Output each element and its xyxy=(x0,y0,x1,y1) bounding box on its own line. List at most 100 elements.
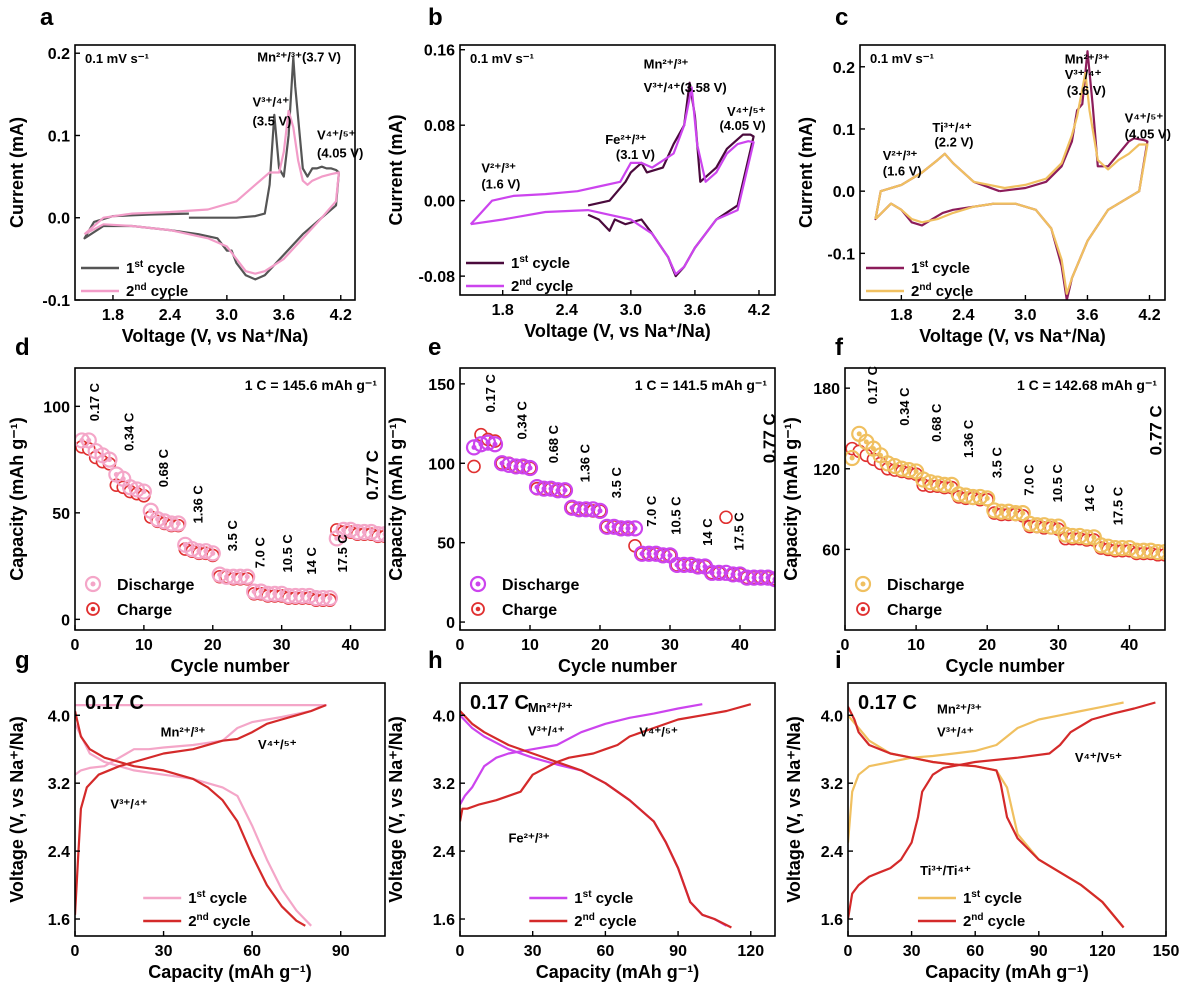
charge-point-e-36 xyxy=(719,510,733,525)
plot-frame-e xyxy=(459,367,776,631)
legend-dot-discharge-d xyxy=(90,581,96,587)
rate-label-d-4: 3.5 C xyxy=(225,520,240,552)
discharge-dot-e-13 xyxy=(562,487,568,493)
legend-label-h-0: 1st cycle xyxy=(574,889,633,907)
peak-annotation-b-4: Fe²⁺/³⁺ xyxy=(605,132,646,147)
rate-label-e-6: 10.5 C xyxy=(669,496,684,535)
discharge-dot-d-37 xyxy=(334,535,340,541)
legend-label-discharge-d: Discharge xyxy=(117,577,194,594)
x-tick-label-c-4: 4.2 xyxy=(1138,307,1160,324)
legend-label-discharge-f: Discharge xyxy=(887,577,964,594)
x-tick-label-f-1: 10 xyxy=(907,637,925,654)
discharge-point-e-18 xyxy=(591,502,609,520)
x-axis-title-a: Voltage (V, vs Na⁺/Na) xyxy=(122,326,309,346)
y-axis-title-h: Voltage (V, vs Na⁺/Na) xyxy=(386,716,406,903)
peak-annotation-b-1: V³⁺/⁴⁺(3.58 V) xyxy=(644,80,727,95)
discharge-dot-f-0 xyxy=(849,455,855,461)
legend-label-charge-d: Charge xyxy=(117,602,172,619)
panel-d: d 0.17 C 0.34 C 0.68 C 1.36 C 3.5 C 7.0 C 10.5 … xyxy=(7,334,386,676)
plot-area-a xyxy=(83,56,340,281)
discharge-dot-d-1 xyxy=(86,437,92,443)
x-tick-label-i-0: 0 xyxy=(844,943,853,960)
x-tick-label-i-1: 30 xyxy=(903,943,921,960)
rate-label-f-0: 0.17 C xyxy=(865,365,880,404)
peak-annotation-c-1: V³⁺/⁴⁺ xyxy=(1065,67,1102,82)
panel-letter-e: e xyxy=(428,334,441,361)
discharge-dot-d-19 xyxy=(210,550,216,556)
peak-annotation-b-7: (1.6 V) xyxy=(481,176,520,191)
discharge-point-d-19 xyxy=(204,545,221,562)
peak-annotation-b-6: V²⁺/³⁺ xyxy=(481,160,516,175)
x-tick-label-d-4: 40 xyxy=(342,637,360,654)
rate-label-f-6: 10.5 C xyxy=(1050,463,1065,502)
rate-label-e-1: 0.34 C xyxy=(515,401,530,440)
y-tick-label-i-1: 2.4 xyxy=(821,844,843,861)
discharge-dot-e-18 xyxy=(597,508,603,514)
peak-annotation-a-3: V⁴⁺/⁵⁺ xyxy=(317,128,356,143)
legend-label-a-0: 1st cycle xyxy=(126,259,185,277)
legend-label-i-1: 2nd cycle xyxy=(963,912,1025,930)
legend-label-i-0: 1st cycle xyxy=(963,889,1022,907)
x-tick-label-d-3: 30 xyxy=(273,637,291,654)
peak-annotation-i-1: V³⁺/⁴⁺ xyxy=(937,724,974,739)
x-tick-label-d-1: 10 xyxy=(135,637,153,654)
discharge-point-d-44 xyxy=(376,526,385,543)
rate-label-e-5: 7.0 C xyxy=(644,495,659,527)
x-tick-label-h-1: 30 xyxy=(524,943,542,960)
legend-label-g-1: 2nd cycle xyxy=(188,912,250,930)
discharge-dot-e-23 xyxy=(632,525,638,531)
legend-label-b-1: 2nd cycle xyxy=(511,277,573,295)
legend-marker-discharge-f xyxy=(854,575,872,593)
peak-annotation-h-0: Mn²⁺/³⁺ xyxy=(528,700,573,715)
y-tick-label-h-2: 3.2 xyxy=(433,776,455,793)
x-tick-label-c-2: 3.0 xyxy=(1014,307,1036,324)
peak-annotation-a-1: V³⁺/⁴⁺ xyxy=(252,95,289,110)
plot-frame-h xyxy=(459,682,776,937)
peak-annotation-c-3: Ti³⁺/⁴⁺ xyxy=(932,120,972,135)
discharge-point-d-9 xyxy=(135,483,152,500)
discharge-point-d-36 xyxy=(321,589,338,607)
x-tick-label-e-0: 0 xyxy=(456,637,465,654)
discharge-dot-f-29 xyxy=(1055,524,1061,530)
peak-annotation-b-3: (4.05 V) xyxy=(719,118,765,133)
y-tick-label-h-3: 4.0 xyxy=(433,708,455,725)
x-tick-label-h-4: 120 xyxy=(737,943,764,960)
panel-h: h 0 30 60 90 120 1.6 2.4 3.2 4.0 Capacity (mAh g⁻¹… xyxy=(386,647,776,982)
x-tick-label-e-3: 30 xyxy=(661,637,679,654)
peak-annotation-a-2: (3.5 V) xyxy=(252,114,291,129)
discharge-point-f-44 xyxy=(1156,543,1165,561)
x-axis-title-b: Voltage (V, vs Na⁺/Na) xyxy=(524,321,711,341)
y-axis-title-f: Capacity (mAh g⁻¹) xyxy=(781,417,801,581)
legend-label-charge-e: Charge xyxy=(502,602,557,619)
rate-label-d-1: 0.34 C xyxy=(122,412,137,451)
panel-e: e 0.17 C 0.34 C 0.68 C 1.36 C 3.5 C 7.0 C 10.5 … xyxy=(386,334,779,676)
x-tick-label-g-2: 60 xyxy=(243,943,261,960)
unit-note-e: 1 C = 141.5 mAh g⁻¹ xyxy=(635,377,768,393)
y-tick-label-g-2: 3.2 xyxy=(48,776,70,793)
x-tick-label-g-3: 90 xyxy=(332,943,350,960)
y-tick-label-b-3: 0.16 xyxy=(424,43,455,60)
y-tick-label-f-2: 180 xyxy=(813,381,840,398)
x-axis-title-e: Cycle number xyxy=(558,656,677,676)
y-axis-title-e: Capacity (mAh g⁻¹) xyxy=(386,417,406,581)
discharge-dot-d-9 xyxy=(141,489,147,495)
rate-label-d-9: 0.77 C xyxy=(363,450,382,500)
panel-c: c 1.8 2.4 3.0 3.6 4.2 -0.1 0.0 0.1 0.2 Voltage (V,… xyxy=(796,4,1171,346)
y-tick-label-g-1: 2.4 xyxy=(48,844,70,861)
series-line-h-0 xyxy=(460,703,703,805)
series-line-h-3 xyxy=(460,710,732,929)
peak-annotation-i-3: Ti³⁺/Ti⁴⁺ xyxy=(920,863,971,878)
discharge-dot-f-4 xyxy=(878,452,884,458)
discharge-point-d-43 xyxy=(370,526,385,543)
y-tick-label-e-2: 100 xyxy=(428,456,455,473)
peak-annotation-h-1: V³⁺/⁴⁺ xyxy=(528,724,565,739)
plot-area-b xyxy=(469,81,755,278)
x-tick-label-f-0: 0 xyxy=(841,637,850,654)
y-tick-label-f-0: 60 xyxy=(822,542,840,559)
x-axis-title-f: Cycle number xyxy=(945,656,1064,676)
scan-rate-h: 0.17 C xyxy=(470,692,529,714)
x-axis-title-c: Voltage (V, vs Na⁺/Na) xyxy=(919,326,1106,346)
peak-annotation-c-8: (4.05 V) xyxy=(1125,126,1171,141)
y-axis-title-d: Capacity (mAh g⁻¹) xyxy=(7,417,27,581)
